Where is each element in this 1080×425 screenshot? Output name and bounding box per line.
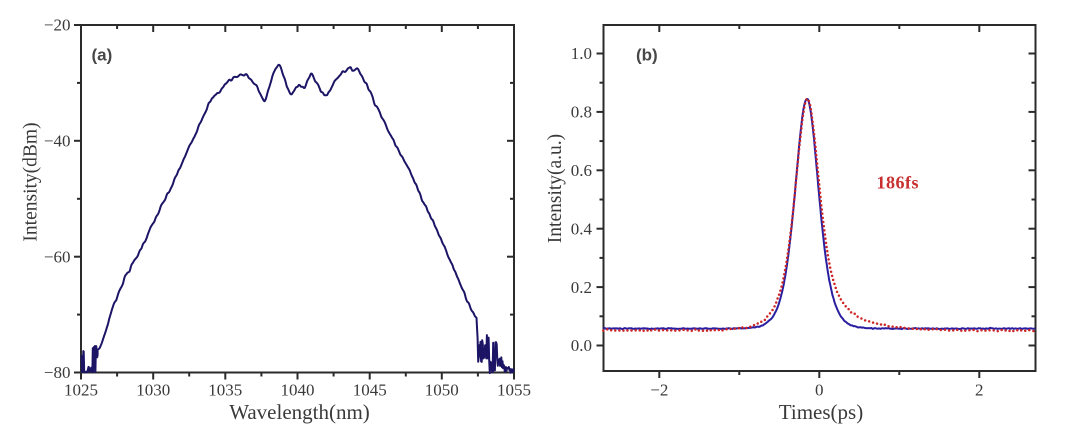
svg-text:Intensity(a.u.): Intensity(a.u.): [545, 134, 566, 243]
svg-text:−60: −60: [44, 247, 71, 266]
svg-text:−40: −40: [44, 132, 71, 151]
svg-text:186fs: 186fs: [877, 173, 920, 193]
svg-text:−20: −20: [44, 16, 71, 35]
svg-text:1045: 1045: [353, 381, 387, 400]
svg-text:1030: 1030: [136, 381, 170, 400]
svg-text:−80: −80: [44, 363, 71, 382]
svg-text:−2: −2: [650, 381, 668, 400]
svg-text:2: 2: [975, 381, 984, 400]
svg-text:1050: 1050: [425, 381, 459, 400]
svg-text:0.8: 0.8: [571, 103, 592, 122]
svg-text:1.0: 1.0: [571, 44, 592, 63]
svg-text:0.6: 0.6: [571, 161, 592, 180]
svg-text:Intensity(dBm): Intensity(dBm): [21, 122, 42, 241]
svg-text:0.2: 0.2: [571, 278, 592, 297]
svg-text:1035: 1035: [208, 381, 242, 400]
svg-text:1040: 1040: [281, 381, 315, 400]
svg-text:0.4: 0.4: [571, 219, 593, 238]
svg-text:(b): (b): [636, 46, 658, 65]
svg-text:(a): (a): [92, 46, 113, 65]
svg-text:Times(ps): Times(ps): [779, 400, 863, 424]
svg-text:0.0: 0.0: [571, 336, 592, 355]
svg-text:Wavelength(nm): Wavelength(nm): [229, 400, 370, 424]
svg-text:1055: 1055: [497, 381, 531, 400]
svg-text:1025: 1025: [64, 381, 98, 400]
svg-text:0: 0: [815, 381, 824, 400]
